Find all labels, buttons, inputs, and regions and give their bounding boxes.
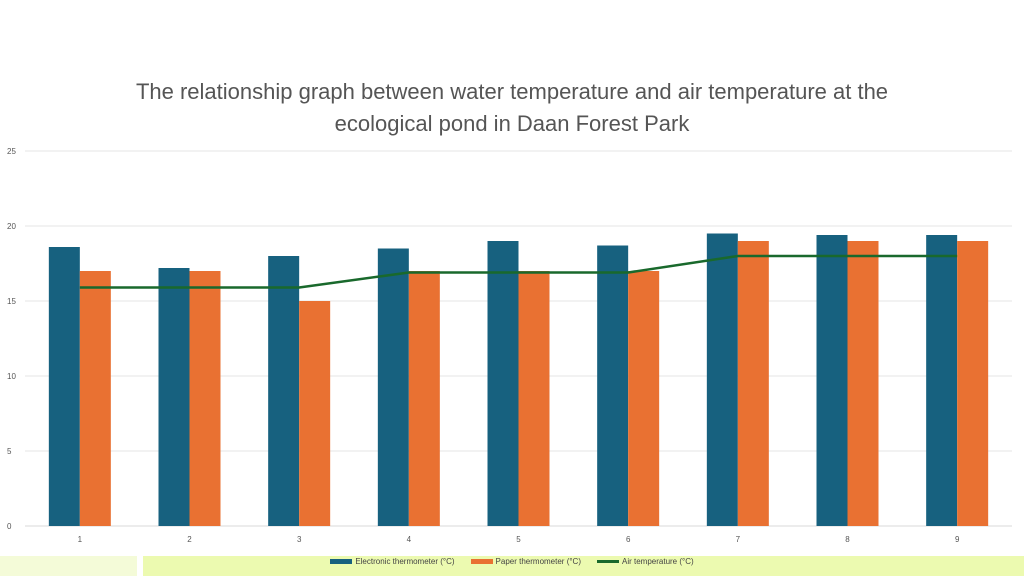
bar-electronic	[597, 245, 629, 526]
legend-item-paper: Paper thermometer (°C)	[470, 556, 581, 566]
x-tick-label: 8	[845, 535, 850, 544]
x-tick-label: 3	[297, 535, 302, 544]
bar-paper	[189, 271, 221, 526]
y-tick-label: 10	[7, 372, 16, 381]
bar-paper	[79, 271, 111, 526]
x-tick-label: 2	[187, 535, 192, 544]
x-tick-label: 9	[955, 535, 960, 544]
legend-label-air: Air temperature (°C)	[622, 556, 694, 566]
y-tick-label: 15	[7, 297, 16, 306]
footer-band-right	[143, 556, 1024, 576]
bar-paper	[737, 241, 769, 526]
x-tick-label: 4	[407, 535, 412, 544]
footer-band-left	[0, 556, 137, 576]
legend-label-paper: Paper thermometer (°C)	[495, 556, 581, 566]
y-tick-label: 25	[7, 147, 16, 156]
chart-title: The relationship graph between water tem…	[135, 79, 889, 136]
x-tick-label: 5	[516, 535, 521, 544]
legend-swatch-paper	[470, 558, 493, 564]
x-tick-label: 1	[78, 535, 83, 544]
x-tick-label: 6	[626, 535, 631, 544]
line-air-temperature	[79, 254, 958, 289]
bar-electronic	[706, 233, 738, 526]
bar-electronic	[926, 235, 958, 526]
bar-electronic	[48, 247, 80, 526]
legend-label-electronic: Electronic thermometer (°C)	[355, 556, 455, 566]
bar-paper	[299, 301, 331, 526]
legend-item-electronic: Electronic thermometer (°C)	[330, 556, 455, 566]
bar-electronic	[268, 256, 300, 526]
legend-swatch-electronic	[330, 558, 353, 564]
bar-electronic	[377, 248, 409, 526]
bar-electronic	[816, 235, 848, 526]
bar-paper	[957, 241, 989, 526]
y-tick-label: 0	[7, 522, 12, 531]
chart-legend: Electronic thermometer (°C) Paper thermo…	[0, 555, 1024, 567]
legend-item-air: Air temperature (°C)	[597, 557, 694, 566]
bar-paper	[628, 271, 660, 526]
legend-swatch-air	[597, 559, 619, 563]
bar-paper	[408, 271, 440, 526]
bar-electronic	[158, 268, 190, 526]
bar-paper	[847, 241, 879, 526]
y-tick-label: 5	[7, 447, 12, 456]
bar-electronic	[487, 241, 519, 526]
y-tick-label: 20	[7, 222, 16, 231]
x-tick-label: 7	[736, 535, 741, 544]
bar-paper	[518, 271, 550, 526]
